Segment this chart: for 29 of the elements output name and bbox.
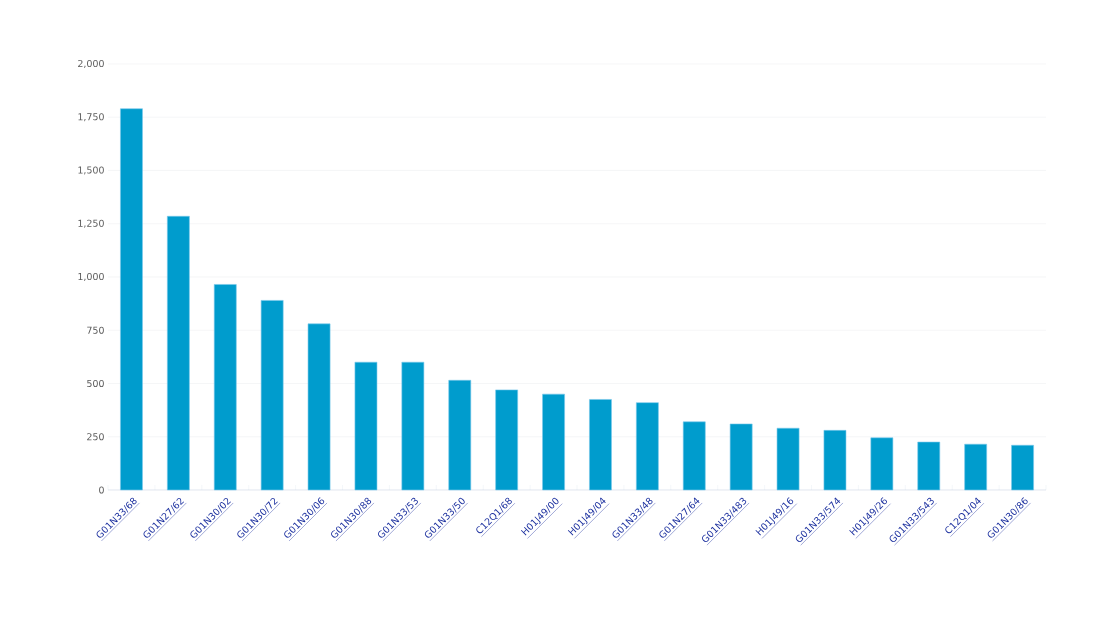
y-tick-label: 1,750	[78, 113, 104, 122]
bar	[636, 402, 659, 491]
bar	[729, 423, 753, 491]
y-tick-label: 250	[87, 433, 104, 441]
bar	[307, 323, 331, 491]
y-tick-label: 500	[87, 379, 104, 388]
bar	[1011, 444, 1034, 491]
bar	[776, 427, 800, 491]
bar	[354, 361, 378, 491]
bar	[167, 215, 190, 491]
bar	[964, 443, 987, 491]
bar	[120, 108, 143, 491]
bar	[448, 379, 472, 491]
y-tick-label: 2,000	[78, 59, 104, 69]
y-tick-label: 1,250	[78, 219, 104, 228]
bar	[260, 300, 284, 491]
bar	[682, 421, 706, 491]
y-tick-label: 750	[87, 326, 104, 334]
bar	[495, 389, 518, 491]
bar	[542, 393, 565, 491]
bar	[870, 437, 894, 491]
bar	[917, 441, 941, 491]
bar	[589, 399, 612, 491]
bar	[401, 361, 425, 491]
y-tick-label: 1,000	[78, 272, 104, 282]
y-tick-label: 0	[99, 486, 104, 494]
bar	[213, 284, 237, 491]
y-tick-label: 1,500	[78, 166, 104, 175]
bar	[823, 430, 847, 491]
